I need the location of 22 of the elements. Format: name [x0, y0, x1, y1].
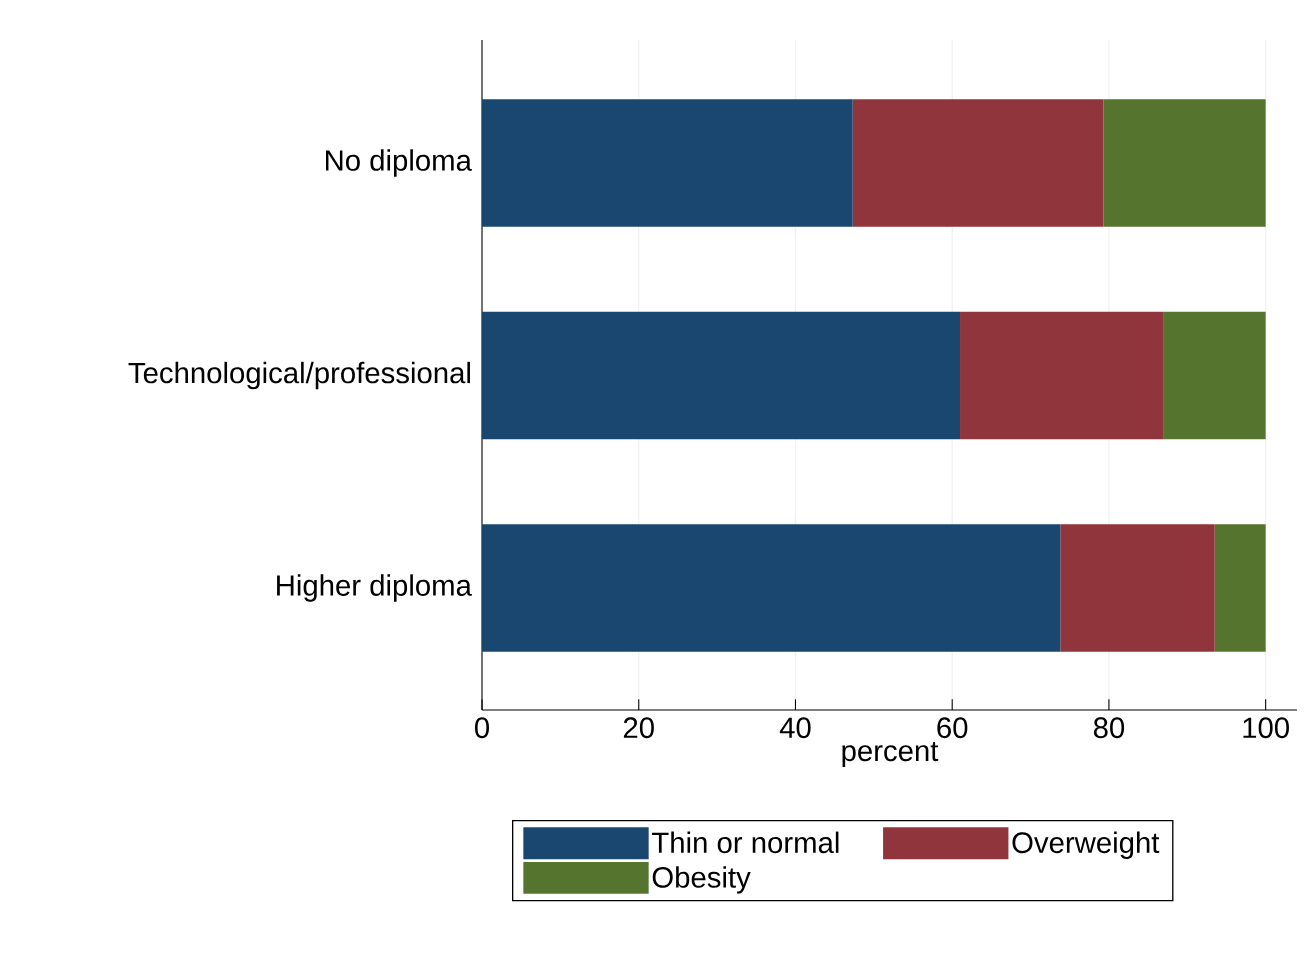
bar: [1163, 311, 1266, 440]
y-tick-label: Higher diploma: [277, 574, 472, 602]
bar: [482, 524, 1061, 652]
x-tick-label: 60: [937, 717, 968, 739]
bar: [1060, 524, 1215, 652]
bar: [1214, 524, 1266, 652]
bar: [852, 99, 1104, 227]
legend-label: Thin or normal: [652, 831, 839, 854]
legend-label: Overweight: [1012, 831, 1160, 859]
x-axis-title: percent: [842, 741, 939, 768]
x-tick-label: 80: [1093, 717, 1125, 739]
bar: [960, 311, 1164, 440]
x-tick-label: 0: [475, 717, 490, 739]
x-tick-label: 100: [1243, 717, 1289, 739]
bar: [482, 99, 853, 227]
legend-label: Obesity: [652, 866, 751, 894]
y-tick-label: Technological/professional: [128, 361, 470, 390]
y-tick-label: No diploma: [326, 149, 472, 177]
x-tick-label: 20: [623, 717, 654, 739]
bar: [482, 311, 961, 440]
x-tick-label: 40: [779, 717, 811, 739]
bar: [1103, 99, 1266, 227]
